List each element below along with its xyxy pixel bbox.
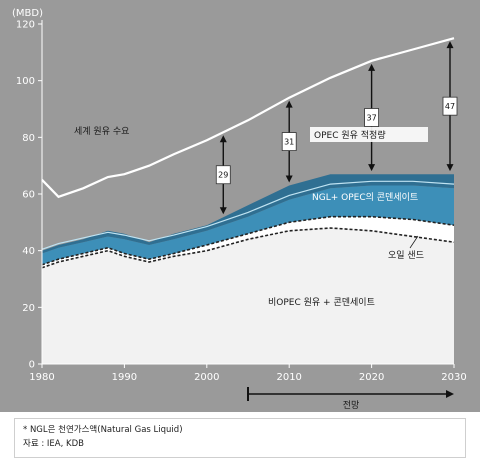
- label-opec-crude: OPEC 원유 적정량: [314, 129, 386, 141]
- area-ngl-opec-condensate: [42, 185, 454, 265]
- gap-label-box: [442, 96, 458, 116]
- oil-sands-upper-line: [41, 215, 455, 266]
- footnote-box: * NGL은 천연가스액(Natural Gas Liquid) 자료 : IE…: [14, 418, 466, 458]
- label-oil-sands-leader: [409, 235, 419, 249]
- label-world-demand: 세계 원유 수요: [74, 125, 129, 137]
- x-tick-label: 2000: [194, 372, 219, 383]
- gap-label-box: [281, 132, 297, 151]
- y-tick-label: 60: [22, 190, 35, 201]
- chart-panel: 0 20 40 60 80 100 120 1980 1990 2000 2010 2020 2030 (…: [0, 0, 480, 412]
- gap-arrow-head-up: [219, 135, 227, 143]
- gap-label: 37: [367, 114, 377, 123]
- gap-label: 29: [218, 171, 228, 180]
- y-tick-label: 120: [16, 20, 35, 31]
- y-tick-label: 0: [29, 360, 35, 371]
- y-tick-label: 40: [22, 246, 35, 257]
- label-opec-crude-bg: [310, 127, 428, 142]
- area-oil-sands: [42, 216, 454, 268]
- gap-label-box: [215, 165, 231, 185]
- gap-arrow-head-down: [368, 164, 376, 172]
- x-tick-label: 2020: [359, 372, 384, 383]
- forecast-label: 전망: [343, 400, 360, 411]
- y-tick-label: 100: [16, 76, 35, 87]
- footnote-line-source: 자료 : IEA, KDB: [23, 439, 84, 449]
- label-ngl-opec-condensate: NGL+ OPEC의 콘덴세이트: [312, 192, 418, 203]
- footnote-line-ngl: * NGL은 천연가스액(Natural Gas Liquid): [23, 425, 183, 435]
- area-non-opec-crude: [42, 228, 454, 364]
- gap-arrow-head-down: [446, 164, 454, 172]
- oil-sands-lower-line: [41, 227, 455, 269]
- x-tick-label: 1980: [29, 372, 54, 383]
- x-tick-label: 1990: [112, 372, 137, 383]
- ngl-band-highlight: [41, 180, 455, 250]
- x-tick-label: 2010: [276, 372, 301, 383]
- gap-label: 47: [445, 102, 455, 111]
- x-tick-label: 2030: [441, 372, 466, 383]
- gap-arrow-head-up: [285, 100, 293, 108]
- gap-label-box: [364, 108, 380, 127]
- y-tick-label: 80: [22, 133, 35, 144]
- gap-arrow-head-down: [219, 207, 227, 215]
- gap-arrow-head-up: [446, 41, 454, 49]
- forecast-arrow-head: [446, 390, 454, 398]
- label-oil-sands: 오일 샌드: [388, 250, 424, 261]
- gap-label: 31: [284, 138, 294, 147]
- oil-supply-demand-chart: 0 20 40 60 80 100 120 1980 1990 2000 2010 2020 2030 (…: [12, 8, 467, 411]
- gap-arrow-head-up: [368, 63, 376, 71]
- y-tick-label: 20: [22, 303, 35, 314]
- label-non-opec-crude: 비OPEC 원유 + 콘덴세이트: [268, 297, 375, 308]
- area-opec-crude: [42, 174, 454, 254]
- world-demand-line: [41, 37, 455, 199]
- y-unit-label: (MBD): [12, 8, 43, 19]
- gap-arrow-head-down: [285, 175, 293, 183]
